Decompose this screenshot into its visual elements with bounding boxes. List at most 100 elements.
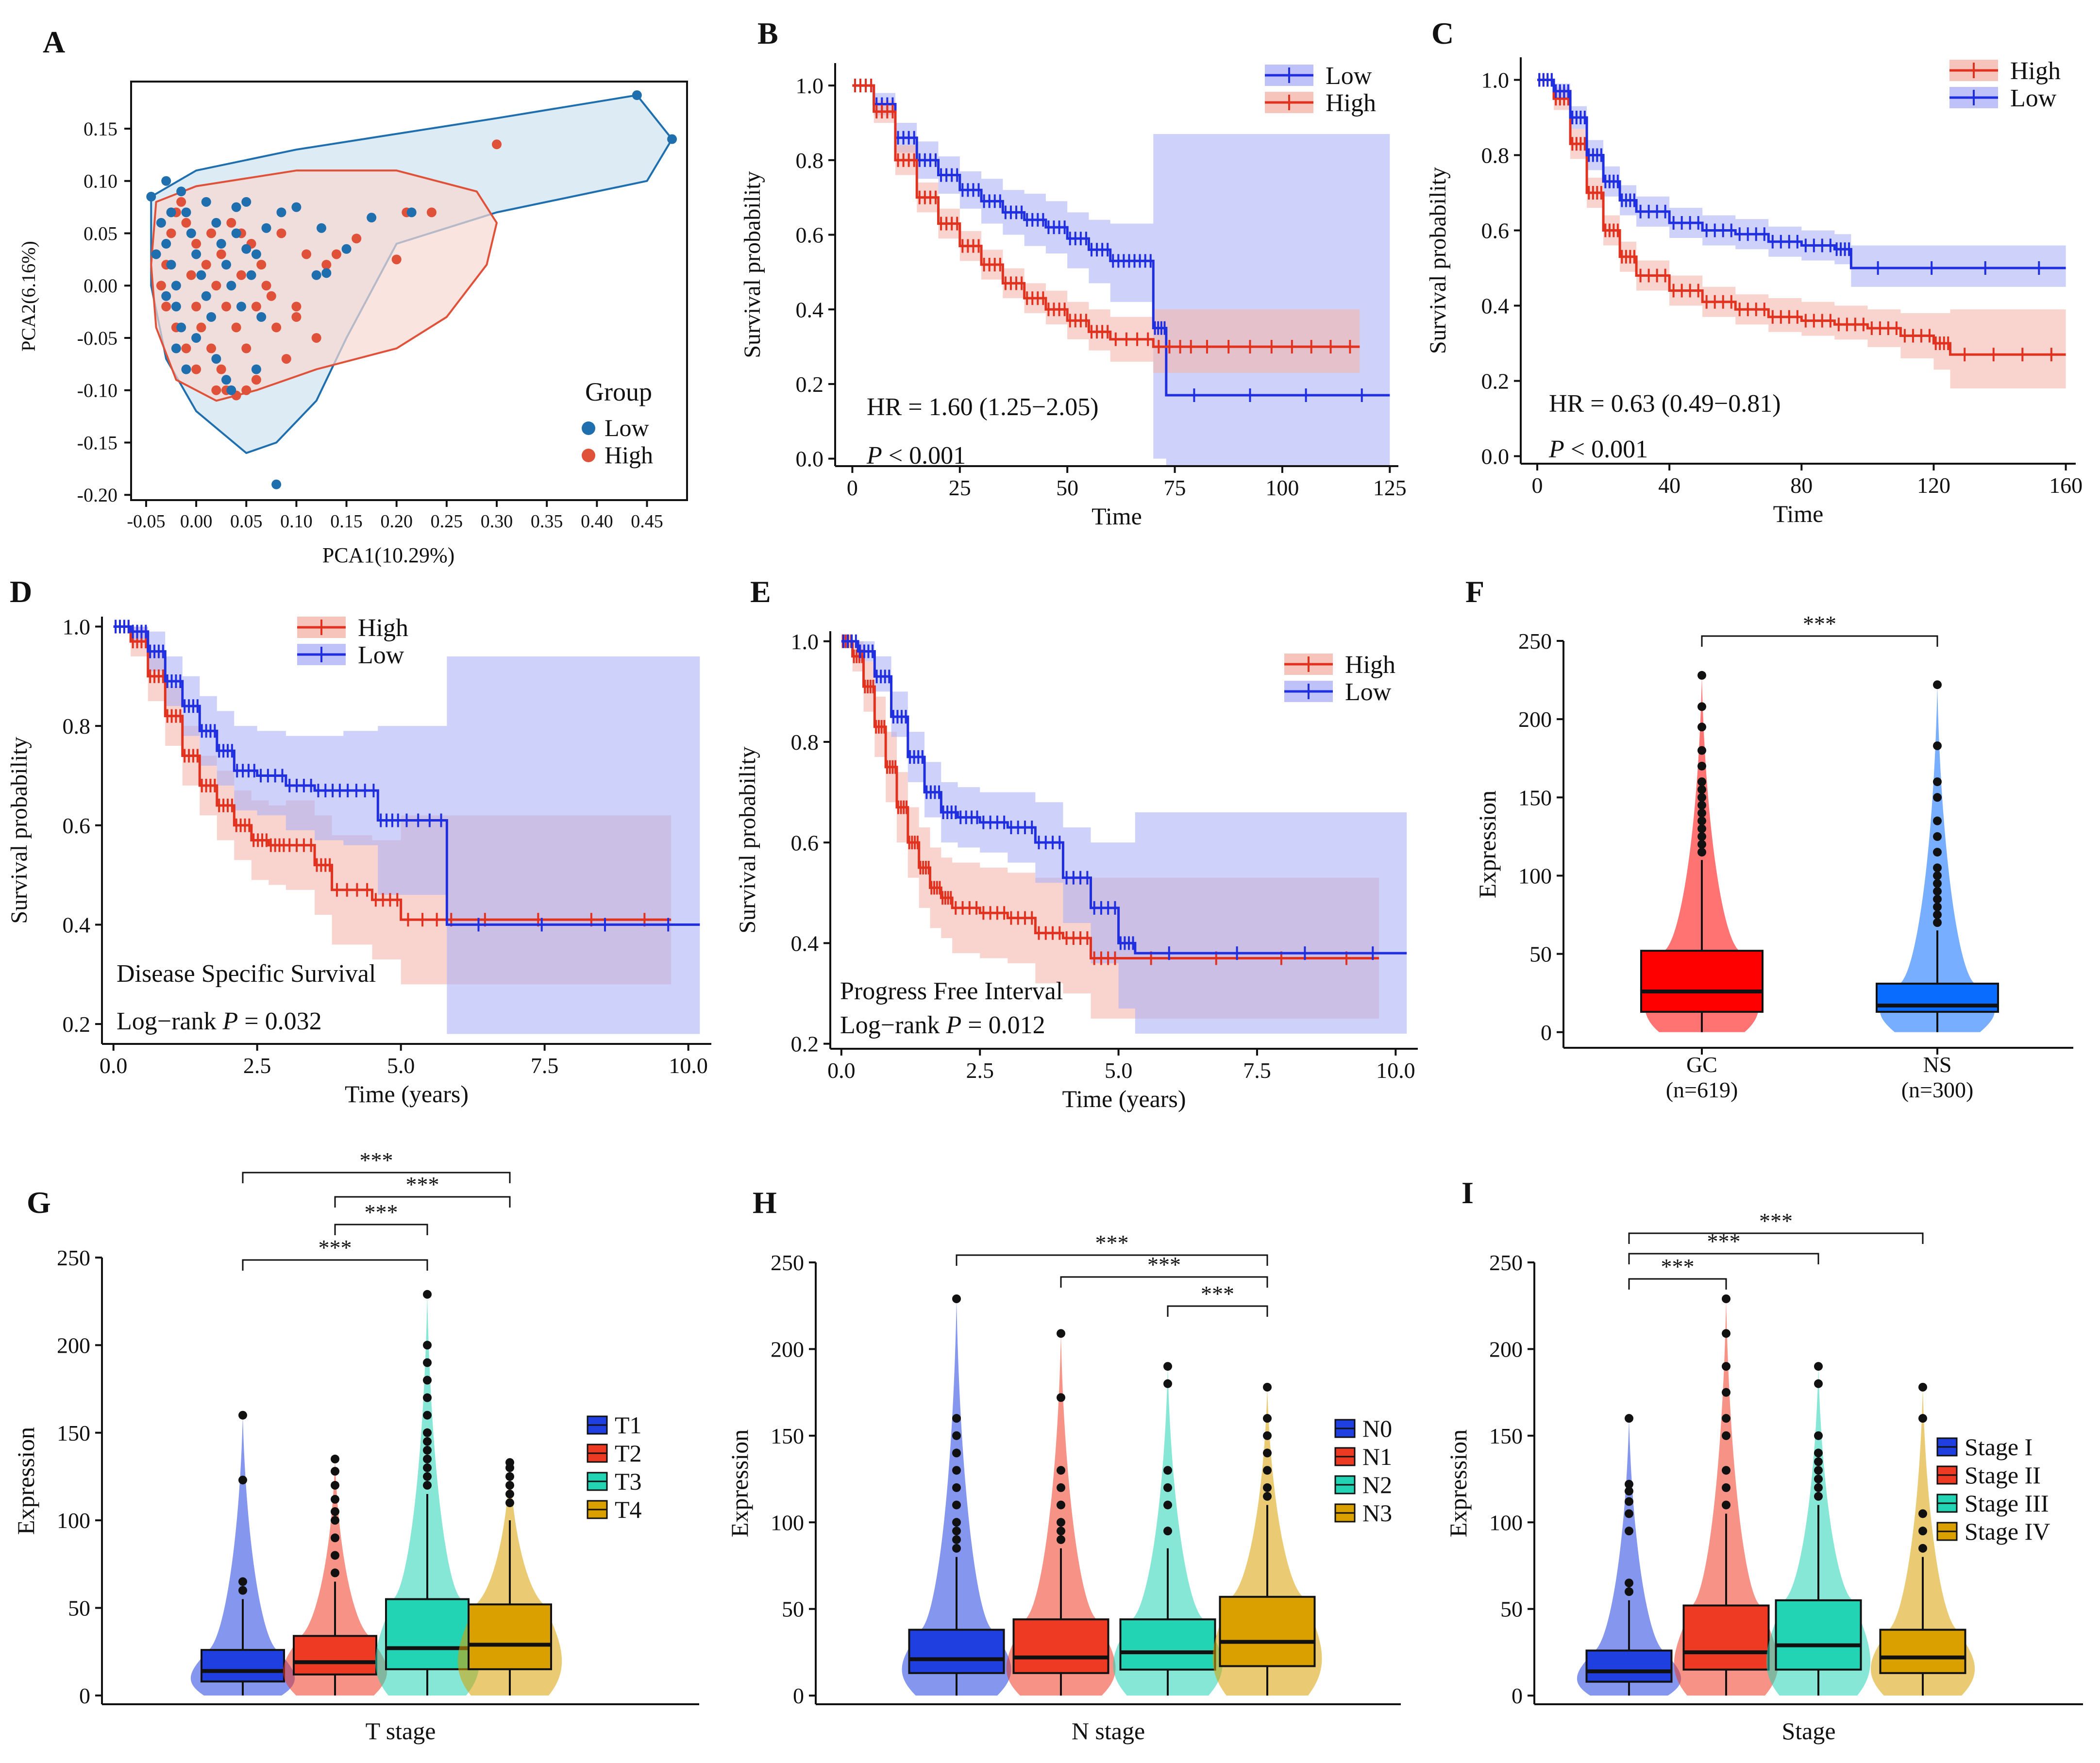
y-tick-label: -0.10 [77, 380, 118, 402]
outlier-point [331, 1454, 339, 1463]
outlier-point [1933, 918, 1942, 927]
outlier-point [1057, 1483, 1065, 1492]
y-tick-label: 0.8 [63, 714, 91, 739]
point-high [201, 260, 211, 270]
outlier-point [1163, 1527, 1172, 1536]
x-tick-label: 7.5 [531, 1053, 559, 1078]
panel-label-f: F [1465, 574, 1484, 609]
point-high [391, 254, 402, 265]
outlier-point [331, 1551, 339, 1560]
point-high [302, 249, 312, 259]
point-high [161, 302, 171, 312]
outlier-point [1933, 879, 1942, 888]
p-value: P < 0.001 [866, 442, 966, 470]
y-tick-label: 0.6 [1481, 218, 1510, 243]
panel-c-km: 0.0 0.2 0.4 0.6 0.8 1.0 0 40 80 120 160 Time Surviva… [1425, 57, 2083, 527]
y-tick-label: -0.05 [77, 327, 118, 349]
x-tick-label: 2.5 [966, 1058, 994, 1083]
x-tick-label: 0.20 [380, 511, 413, 532]
outlier-point [238, 1476, 247, 1485]
panel-label-a: A [43, 25, 65, 59]
outlier-point [1697, 702, 1706, 711]
y-axis-label: Survival probability [6, 737, 32, 923]
ci-band-low [113, 626, 700, 1034]
significance-label: *** [1147, 1252, 1181, 1277]
x-tick-label: 0 [1532, 473, 1543, 498]
y-tick-label: 100 [1518, 863, 1552, 888]
outlier-point [1722, 1483, 1730, 1492]
panel-label-b: B [757, 16, 778, 50]
panel-label-g: G [27, 1185, 51, 1220]
y-axis-label: Expression [726, 1429, 753, 1537]
point-high [211, 385, 221, 395]
y-tick-label: 150 [1518, 785, 1552, 810]
outlier-point [1933, 902, 1942, 911]
x-tick-label: 10.0 [669, 1053, 708, 1078]
outlier-point [1722, 1414, 1730, 1423]
point-high [206, 343, 217, 353]
x-tick-label: 0.10 [280, 511, 313, 532]
point-low [161, 291, 171, 301]
log-rank-part [940, 1011, 946, 1039]
y-axis-label: Survival probability [739, 171, 765, 358]
outlier-point [505, 1481, 514, 1490]
point-low [231, 228, 241, 238]
significance-bracket [1060, 1276, 1268, 1288]
point-low [291, 202, 302, 212]
y-tick-label: 1.0 [63, 615, 91, 639]
point-low [241, 197, 252, 207]
point-low [171, 302, 181, 312]
violin-4 [1870, 1387, 1975, 1696]
survival-curve-low [1537, 79, 2066, 269]
outlier-point [1722, 1431, 1730, 1440]
x-tick-label: 100 [1265, 475, 1299, 500]
x-axis-label: N stage [1072, 1717, 1145, 1745]
outlier-point [952, 1527, 961, 1536]
log-rank-part [217, 1007, 223, 1035]
y-tick-label: 250 [771, 1250, 804, 1275]
point-low [186, 228, 196, 238]
panel-d-km-dss: 0.2 0.4 0.6 0.8 1.0 0.0 2.5 5.0 7.5 10.0 Time (yea… [6, 614, 711, 1108]
outlier-point [1163, 1466, 1172, 1475]
y-tick-label: 1.0 [791, 629, 819, 654]
x-tick-label: 25 [949, 475, 971, 500]
y-tick-label: 250 [57, 1245, 90, 1270]
legend-label-1: Stage I [1965, 1433, 2033, 1461]
x-tick-label: 2.5 [243, 1053, 271, 1078]
outlier-point [505, 1458, 514, 1467]
outlier-point [1814, 1483, 1823, 1492]
point-low [146, 192, 156, 202]
point-low [251, 364, 261, 374]
point-high [216, 249, 226, 259]
point-high [166, 228, 176, 238]
outlier-point [423, 1437, 432, 1446]
outlier-point [423, 1472, 432, 1481]
legend-label-3: N2 [1362, 1471, 1392, 1498]
point-high [291, 302, 302, 312]
y-axis-label: Survival probability [1425, 167, 1451, 354]
log-rank-part: Log−rank [117, 1007, 217, 1035]
panel-e-km-pfi: 0.2 0.4 0.6 0.8 1.0 0.0 2.5 5.0 7.5 10.0 Time (yea… [735, 629, 1418, 1112]
point-high [181, 218, 191, 228]
x-tick-label: 0.30 [481, 511, 513, 532]
significance-bracket [334, 1224, 428, 1235]
y-tick-label: 100 [771, 1510, 804, 1535]
legend-label-high: High [2010, 57, 2061, 85]
point-low [206, 312, 217, 322]
x-tick-label: 0 [847, 475, 858, 500]
outlier-point [1814, 1466, 1823, 1475]
outlier-point [1697, 816, 1706, 825]
outlier-point [1933, 871, 1942, 880]
point-low [166, 260, 176, 270]
point-high [191, 302, 202, 312]
x-tick-label: 0.35 [531, 511, 563, 532]
outlier-point [423, 1341, 432, 1350]
point-high [221, 302, 231, 312]
y-tick-label: 50 [1500, 1597, 1523, 1622]
outlier-point [1722, 1294, 1730, 1303]
outlier-point [1263, 1448, 1272, 1458]
x-tick-label: 5.0 [1105, 1058, 1133, 1083]
point-high [231, 322, 241, 333]
outlier-point [423, 1290, 432, 1299]
point-low [191, 333, 202, 343]
